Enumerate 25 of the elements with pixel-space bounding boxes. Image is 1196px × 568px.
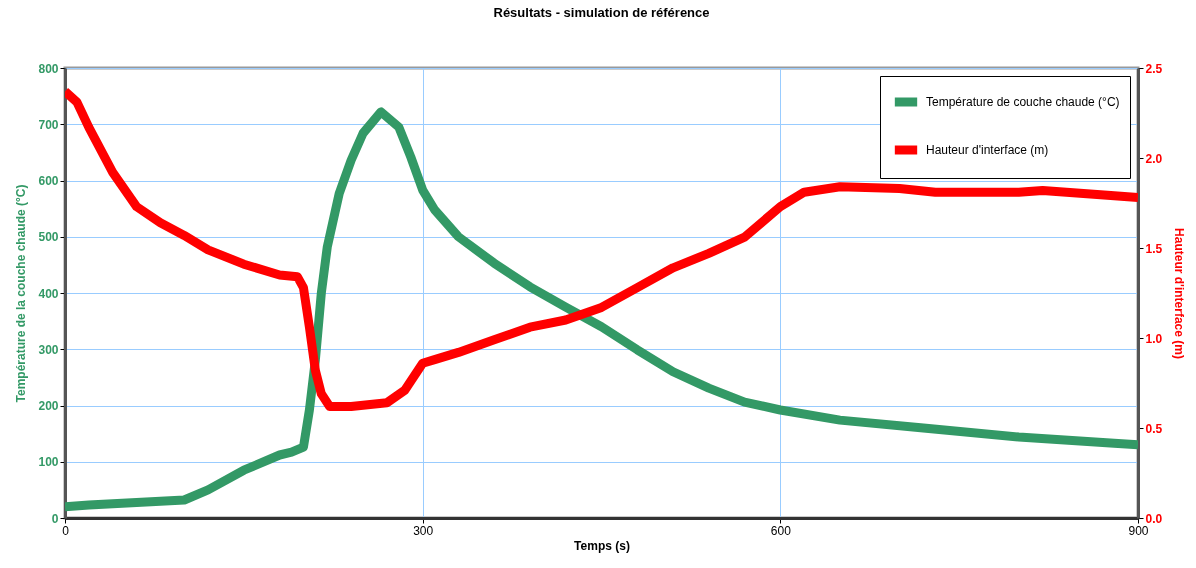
y2-tick-label: 1.5 [1145,241,1163,256]
y2-tick-label: 0.5 [1145,421,1163,436]
legend-label: Hauteur d'interface (m) [926,143,1049,157]
y-tick-label: 100 [38,455,59,470]
x-tick-label: 0 [62,523,70,538]
y2-axis-title: Hauteur d'interface (m) [1172,228,1187,359]
x-tick-label: 300 [413,523,434,538]
y-tick-label: 600 [38,174,59,188]
y2-tick-label: 0.0 [1145,511,1163,526]
y-axis-title: Température de la couche chaude (°C) [14,184,29,403]
x-axis-title: Temps (s) [574,538,630,553]
y-tick-label: 800 [38,61,59,76]
chart-title: Résultats - simulation de référence [493,5,710,20]
y-tick-label: 500 [38,230,59,245]
y-tick-label: 0 [51,511,59,526]
y-tick-label: 300 [38,342,59,357]
y2-tick-label: 1.0 [1145,331,1163,346]
x-tick-label: 600 [770,523,792,538]
y2-tick-label: 2.5 [1145,61,1163,76]
y2-tick-label: 2.0 [1145,151,1163,166]
y-tick-label: 200 [38,399,59,413]
x-tick-label: 900 [1128,523,1149,538]
y-tick-label: 700 [38,117,59,132]
y-tick-label: 400 [38,286,59,301]
legend-label: Température de couche chaude (°C) [926,95,1120,109]
